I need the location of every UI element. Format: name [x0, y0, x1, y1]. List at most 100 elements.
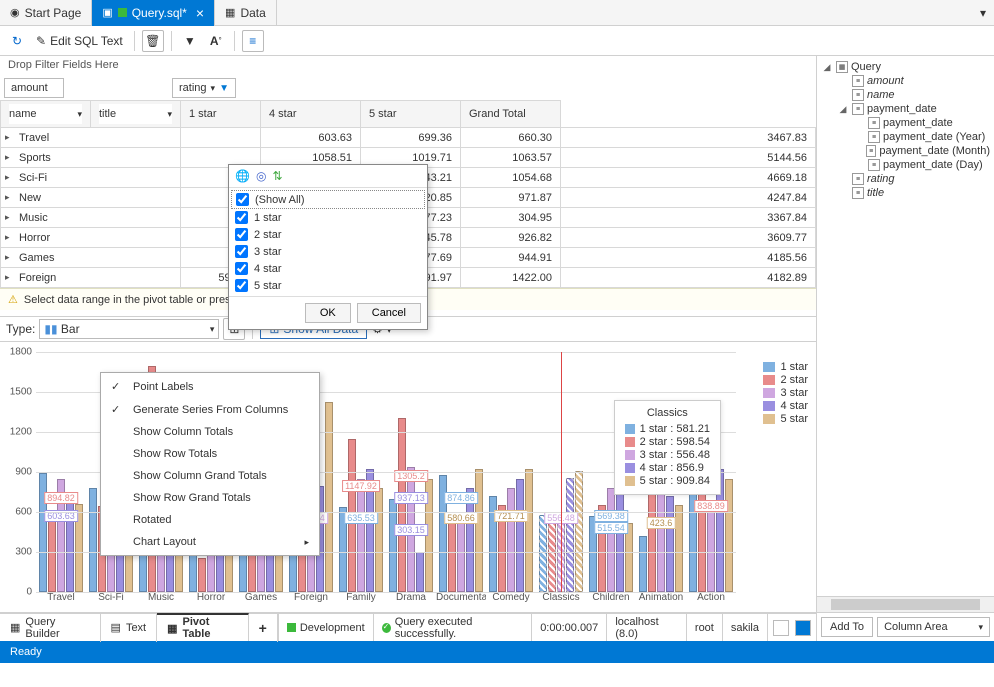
- field-icon: ≡: [852, 173, 864, 185]
- filter-item[interactable]: 1 star: [231, 209, 425, 226]
- tree-node[interactable]: ≡name: [821, 88, 990, 102]
- tree-node[interactable]: ◢▦Query: [821, 60, 990, 74]
- fields-tree[interactable]: ◢▦Query≡amount≡name◢≡payment_date≡paymen…: [817, 56, 994, 596]
- menu-item[interactable]: ✓Generate Series From Columns: [103, 398, 317, 421]
- tooltip: Classics 1 star : 581.212 star : 598.543…: [614, 400, 721, 495]
- add-to-button[interactable]: Add To: [821, 617, 873, 637]
- horizontal-scrollbar[interactable]: [817, 596, 994, 612]
- db-button[interactable]: 🗑: [142, 30, 164, 52]
- tab-query-sql[interactable]: ▣Query.sql*×: [92, 0, 215, 26]
- format-button[interactable]: A°: [205, 30, 227, 52]
- col-field-rating[interactable]: rating▾▼: [172, 78, 236, 98]
- text-icon: ▤: [111, 621, 121, 634]
- tree-node[interactable]: ◢≡payment_date: [821, 102, 990, 116]
- menu-item[interactable]: Show Row Grand Totals: [103, 487, 317, 509]
- globe-icon[interactable]: 🌐: [235, 169, 250, 183]
- field-icon: ≡: [868, 117, 880, 129]
- pivot-row[interactable]: ▸New: [1, 188, 181, 208]
- menu-item[interactable]: Show Column Totals: [103, 421, 317, 443]
- type-label: Type:: [6, 322, 35, 336]
- data-field-amount[interactable]: amount: [4, 78, 64, 98]
- tree-node[interactable]: ≡amount: [821, 74, 990, 88]
- pivot-row[interactable]: ▸Music: [1, 208, 181, 228]
- pivot-icon: ▦: [167, 622, 177, 635]
- run-status-icon: [118, 8, 127, 17]
- filter-item[interactable]: 4 star: [231, 260, 425, 277]
- field-icon: ▦: [836, 61, 848, 73]
- tree-node[interactable]: ≡payment_date: [821, 116, 990, 130]
- tree-node[interactable]: ≡payment_date (Month): [821, 144, 990, 158]
- tab-query-builder[interactable]: ▦Query Builder: [0, 614, 101, 642]
- pivot-row[interactable]: ▸Horror: [1, 228, 181, 248]
- ok-button[interactable]: OK: [305, 303, 351, 323]
- chart-type-combo[interactable]: ▮▮ Bar ▾: [39, 319, 219, 339]
- filter-item[interactable]: 3 star: [231, 243, 425, 260]
- menu-item[interactable]: Chart Layout▸: [103, 531, 317, 553]
- tab-pivot-table[interactable]: ▦Pivot Table: [157, 613, 249, 641]
- pivot-row[interactable]: ▸Sports: [1, 148, 181, 168]
- bar-chart-icon: ▮▮: [44, 322, 57, 336]
- filter-icon: ▼: [219, 83, 229, 94]
- layout-button[interactable]: ≡: [242, 30, 264, 52]
- menu-item[interactable]: Show Column Grand Totals: [103, 465, 317, 487]
- success-icon: [382, 623, 391, 633]
- field-icon: ≡: [852, 75, 864, 87]
- pivot-row[interactable]: ▸Foreign: [1, 268, 181, 288]
- edit-icon: ✎: [36, 34, 46, 48]
- home-icon: ◉: [10, 6, 20, 19]
- grid-icon: ▦: [225, 6, 235, 19]
- env-icon: [287, 623, 296, 632]
- edit-sql-button[interactable]: ✎Edit SQL Text: [32, 34, 127, 48]
- filter-checkbox[interactable]: [235, 228, 248, 241]
- pivot-row[interactable]: ▸Games: [1, 248, 181, 268]
- tree-node[interactable]: ≡payment_date (Day): [821, 158, 990, 172]
- expand-icon[interactable]: ◢: [837, 103, 849, 115]
- pivot-row[interactable]: ▸Sci-Fi: [1, 168, 181, 188]
- filter-item[interactable]: 5 star: [231, 277, 425, 294]
- field-icon: ≡: [868, 131, 880, 143]
- tree-node[interactable]: ≡rating: [821, 172, 990, 186]
- bottom-tabs: ▦Query Builder ▤Text ▦Pivot Table + Deve…: [0, 613, 816, 641]
- fields-panel: ◢▦Query≡amount≡name◢≡payment_date≡paymen…: [816, 56, 994, 641]
- area-combo[interactable]: Column Area▾: [877, 617, 990, 637]
- filter-item[interactable]: (Show All): [231, 190, 425, 209]
- tree-node[interactable]: ≡payment_date (Year): [821, 130, 990, 144]
- tree-node[interactable]: ≡title: [821, 186, 990, 200]
- target-icon[interactable]: ◎: [256, 169, 266, 183]
- expand-icon[interactable]: ◢: [821, 61, 833, 73]
- view-mode-1[interactable]: [773, 620, 789, 636]
- add-tab-button[interactable]: +: [249, 614, 278, 642]
- tab-start-page[interactable]: ◉Start Page: [0, 0, 92, 26]
- filter-checkbox[interactable]: [235, 279, 248, 292]
- field-icon: ≡: [852, 187, 864, 199]
- status-bar: Ready: [0, 641, 994, 663]
- tabs-dropdown[interactable]: ▾: [972, 6, 994, 20]
- filter-drop-area[interactable]: Drop Filter Fields Here: [0, 56, 816, 76]
- menu-item[interactable]: ✓Point Labels: [103, 375, 317, 398]
- close-icon[interactable]: ×: [196, 5, 204, 21]
- field-icon: ≡: [868, 159, 880, 171]
- sort-icon[interactable]: ⇅: [272, 169, 282, 183]
- filter-item[interactable]: 2 star: [231, 226, 425, 243]
- filter-checkbox[interactable]: [235, 245, 248, 258]
- refresh-button[interactable]: ↻: [6, 30, 28, 52]
- tab-text[interactable]: ▤Text: [101, 614, 158, 642]
- chart-legend: 1 star2 star3 star4 star5 star: [763, 360, 808, 426]
- chart-area[interactable]: 0300600900120015001800 894.82603.631045.…: [0, 342, 816, 613]
- filter-checkbox[interactable]: [235, 262, 248, 275]
- filter-button[interactable]: ▼: [179, 30, 201, 52]
- warning-icon: ⚠: [8, 293, 18, 306]
- menu-item[interactable]: Rotated: [103, 509, 317, 531]
- document-icon: ▣: [102, 6, 112, 19]
- field-icon: ≡: [852, 89, 864, 101]
- filter-checkbox[interactable]: [236, 193, 249, 206]
- pivot-row[interactable]: ▸Travel: [1, 128, 181, 148]
- menu-item[interactable]: Show Row Totals: [103, 443, 317, 465]
- cancel-button[interactable]: Cancel: [357, 303, 421, 323]
- field-icon: ≡: [866, 145, 876, 157]
- tab-data[interactable]: ▦Data: [215, 0, 277, 26]
- document-tabs: ◉Start Page ▣Query.sql*× ▦Data ▾: [0, 0, 994, 26]
- view-mode-2[interactable]: [795, 620, 811, 636]
- builder-icon: ▦: [10, 621, 20, 634]
- filter-checkbox[interactable]: [235, 211, 248, 224]
